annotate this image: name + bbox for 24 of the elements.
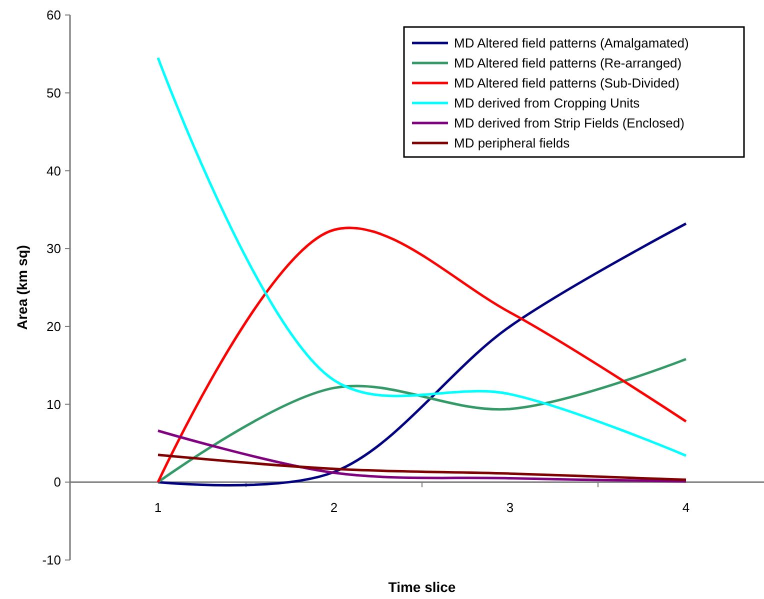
legend-label: MD Altered field patterns (Amalgamated) [454, 36, 689, 51]
x-tick-label: 2 [330, 500, 338, 516]
y-tick-label: 30 [46, 241, 61, 256]
legend-label: MD derived from Strip Fields (Enclosed) [454, 116, 684, 131]
y-tick-label: 20 [46, 318, 61, 334]
y-tick-label: 40 [46, 163, 61, 178]
legend-label: MD Altered field patterns (Sub-Divided) [454, 76, 680, 91]
y-tick-label: -10 [42, 552, 61, 568]
line-series [156, 430, 688, 483]
y-tick-label: 0 [54, 474, 61, 490]
y-tick-label: 60 [46, 8, 61, 23]
y-tick-label: 50 [46, 85, 61, 100]
legend-label: MD Altered field patterns (Re-arranged) [454, 56, 682, 71]
legend-label: MD derived from Cropping Units [454, 96, 640, 111]
y-tick-label: 10 [46, 396, 61, 412]
x-axis-title: Time slice [388, 579, 456, 595]
y-axis-title: Area (km sq) [14, 245, 30, 330]
line-series [156, 358, 688, 484]
legend-label: MD peripheral fields [454, 136, 570, 151]
line-series [156, 454, 688, 482]
line-series [156, 56, 688, 457]
x-tick-label: 1 [154, 500, 162, 516]
x-tick-label: 4 [682, 500, 690, 516]
x-tick-label: 3 [506, 500, 514, 516]
